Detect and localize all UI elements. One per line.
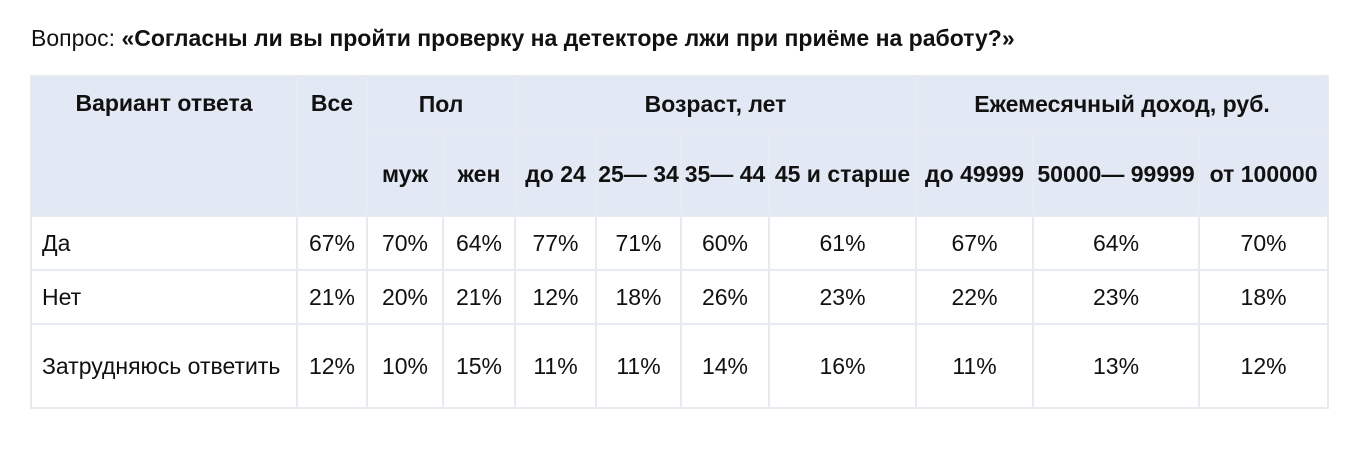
data-cell: 21% bbox=[296, 269, 368, 325]
data-cell: 26% bbox=[680, 269, 770, 325]
data-cell: 10% bbox=[366, 323, 444, 409]
row-label: Да bbox=[30, 215, 298, 271]
data-cell: 70% bbox=[1198, 215, 1330, 271]
data-cell: 23% bbox=[1032, 269, 1201, 325]
data-cell: 16% bbox=[767, 323, 918, 409]
header-gender: Пол bbox=[366, 75, 516, 132]
data-cell: 18% bbox=[595, 269, 682, 325]
subheader-income-low: до 49999 bbox=[915, 130, 1035, 217]
survey-results-table: Вариант ответа Все Пол Возраст, лет Ежем… bbox=[30, 75, 1330, 409]
data-cell: 23% bbox=[767, 269, 918, 325]
data-cell: 77% bbox=[514, 215, 597, 271]
table-row: Нет 21% 20% 21% 12% 18% 26% 23% 22% 23% … bbox=[30, 269, 1330, 325]
data-cell: 11% bbox=[514, 323, 597, 409]
data-cell: 14% bbox=[680, 323, 770, 409]
row-label: Затрудняюсь ответить bbox=[30, 323, 298, 409]
table-row: Затрудняюсь ответить 12% 10% 15% 11% 11%… bbox=[30, 323, 1330, 409]
subheader-female: жен bbox=[442, 130, 516, 217]
data-cell: 21% bbox=[442, 269, 516, 325]
data-cell: 12% bbox=[296, 323, 368, 409]
data-cell: 18% bbox=[1198, 269, 1330, 325]
data-cell: 15% bbox=[442, 323, 516, 409]
subheader-income-high: от 100000 bbox=[1198, 130, 1330, 217]
subheader-male: муж bbox=[366, 130, 444, 217]
data-cell: 11% bbox=[595, 323, 682, 409]
data-cell: 71% bbox=[595, 215, 682, 271]
question-text: «Согласны ли вы пройти проверку на детек… bbox=[121, 25, 1015, 51]
subheader-income-mid: 50000— 99999 bbox=[1032, 130, 1201, 217]
header-answer: Вариант ответа bbox=[30, 75, 298, 217]
data-cell: 61% bbox=[767, 215, 918, 271]
data-cell: 64% bbox=[442, 215, 516, 271]
data-cell: 67% bbox=[296, 215, 368, 271]
subheader-age-under-24: до 24 bbox=[514, 130, 597, 217]
question-title: Вопрос: «Согласны ли вы пройти проверку … bbox=[31, 22, 1015, 54]
row-label: Нет bbox=[30, 269, 298, 325]
data-cell: 70% bbox=[366, 215, 444, 271]
data-cell: 64% bbox=[1032, 215, 1201, 271]
subheader-age-25-34: 25— 34 bbox=[595, 130, 682, 217]
header-age: Возраст, лет bbox=[513, 75, 918, 132]
header-income: Ежемесячный доход, руб. bbox=[915, 75, 1330, 132]
data-cell: 12% bbox=[514, 269, 597, 325]
table-row: Да 67% 70% 64% 77% 71% 60% 61% 67% 64% 7… bbox=[30, 215, 1330, 271]
question-label: Вопрос: bbox=[31, 25, 122, 51]
data-cell: 20% bbox=[366, 269, 444, 325]
subheader-age-35-44: 35— 44 bbox=[680, 130, 770, 217]
data-cell: 13% bbox=[1032, 323, 1201, 409]
data-cell: 11% bbox=[915, 323, 1035, 409]
data-cell: 60% bbox=[680, 215, 770, 271]
data-cell: 67% bbox=[915, 215, 1035, 271]
data-cell: 22% bbox=[915, 269, 1035, 325]
data-cell: 12% bbox=[1198, 323, 1330, 409]
subheader-age-45-plus: 45 и старше bbox=[767, 130, 918, 217]
header-all: Все bbox=[296, 75, 368, 217]
